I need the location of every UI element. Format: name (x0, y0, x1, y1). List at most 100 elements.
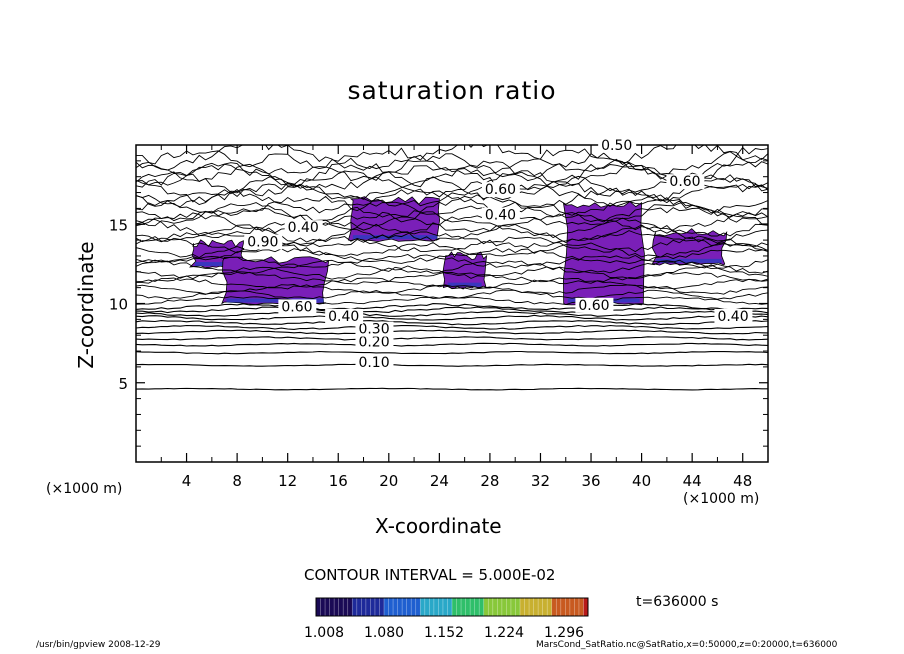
y-tick-label: 15 (109, 216, 128, 234)
colorbar-swatch (578, 598, 584, 616)
x-tick-label: 4 (182, 472, 192, 490)
contour-label-bg (325, 308, 364, 324)
contour-line (136, 271, 768, 285)
contour-label-bg (355, 354, 394, 370)
colorbar-swatch (479, 598, 485, 616)
colorbar-swatch (461, 598, 467, 616)
x-tick-label: 24 (430, 472, 449, 490)
colorbar-swatch (447, 598, 453, 616)
colorbar-swatch (547, 598, 553, 616)
colorbar-swatch (320, 598, 326, 616)
contour-line (136, 163, 768, 193)
contour-line (136, 211, 768, 234)
colorbar-swatch (325, 598, 331, 616)
contour-label-bg (575, 297, 614, 313)
colorbar-swatch (456, 598, 462, 616)
colorbar-swatch (452, 598, 458, 616)
x-tick-label: 44 (683, 472, 702, 490)
colorbar-swatch (397, 598, 403, 616)
y-tick-label: 5 (118, 375, 128, 393)
colorbar-tick-label: 1.296 (544, 625, 584, 641)
colorbar-swatch (438, 598, 444, 616)
contour-line (136, 324, 768, 330)
colorbar-swatch (538, 598, 544, 616)
contour-line (136, 329, 768, 335)
contour-label-bg (666, 174, 705, 190)
contour-line (136, 254, 768, 269)
footer-right: MarsCond_SatRatio.nc@SatRatio,x=0:50000,… (536, 640, 838, 650)
x-unit-left: (×1000 m) (46, 481, 123, 497)
contour-label: 0.50 (601, 138, 632, 154)
region-gradient (656, 258, 722, 263)
contour-label-bg (355, 321, 394, 337)
colorbar-swatch (420, 598, 426, 616)
contour-line (136, 320, 768, 326)
colorbar-swatch (510, 598, 516, 616)
colorbar-swatch (370, 598, 376, 616)
colorbar-swatch (388, 598, 394, 616)
colorbar-swatch (515, 598, 521, 616)
colorbar-tick-label: 1.224 (484, 625, 524, 641)
contour-label: 0.40 (288, 220, 319, 236)
region-gradient (194, 262, 242, 267)
contour-label: 0.60 (281, 299, 312, 315)
colorbar-swatch (501, 598, 507, 616)
x-tick-label: 48 (733, 472, 752, 490)
colorbar-swatch (406, 598, 412, 616)
colorbar-swatch (343, 598, 349, 616)
colorbar-swatch (474, 598, 480, 616)
colorbar-frame (315, 597, 589, 617)
contour-label: 0.90 (247, 234, 278, 250)
colorbar-swatch (551, 598, 557, 616)
contour-label-bg (481, 182, 520, 198)
contour-line (136, 205, 768, 228)
contour-lines (136, 145, 768, 391)
x-tick-label: 28 (480, 472, 499, 490)
x-unit-right: (×1000 m) (683, 491, 760, 507)
contour-line (136, 217, 768, 239)
colorbar-swatch (424, 598, 430, 616)
colorbar-swatch (569, 598, 575, 616)
x-tick-label: 20 (379, 472, 398, 490)
contour-line (136, 247, 768, 264)
contour-line (136, 277, 768, 290)
x-axis-label: X-coordinate (375, 514, 502, 538)
contour-label: 0.60 (669, 174, 700, 190)
contour-line (136, 350, 768, 355)
colorbar-swatch (583, 598, 589, 616)
contour-label: 0.10 (358, 355, 389, 371)
contour-label-bg (278, 299, 317, 315)
colorbar-swatch (379, 598, 385, 616)
colorbar-swatch (347, 598, 353, 616)
colorbar-swatch (338, 598, 344, 616)
colorbar-swatch (393, 598, 399, 616)
contour-line (136, 310, 768, 317)
colorbar-swatch (556, 598, 562, 616)
colorbar-swatch (356, 598, 362, 616)
colorbar-swatch (329, 598, 335, 616)
colorbar-swatch (560, 598, 566, 616)
contour-label: 0.40 (328, 309, 359, 325)
contour-line (136, 175, 768, 203)
colorbar-swatch (316, 598, 322, 616)
contour-line (136, 387, 768, 391)
y-tick-label: 10 (109, 296, 128, 314)
x-tick-label: 12 (278, 472, 297, 490)
colorbar-swatch (565, 598, 571, 616)
time-label: t=636000 s (636, 594, 719, 610)
x-tick-label: 36 (581, 472, 600, 490)
colorbar-swatch (533, 598, 539, 616)
contour-line (136, 303, 768, 311)
colorbar-swatch (520, 598, 526, 616)
colorbar-swatch (374, 598, 380, 616)
colorbar-tick-label: 1.008 (304, 625, 344, 641)
colorbar-swatch (470, 598, 476, 616)
colorbar-swatch (361, 598, 367, 616)
contour-label: 0.40 (485, 207, 516, 223)
colorbar-swatch (529, 598, 535, 616)
colorbar-swatch (542, 598, 548, 616)
colorbar-swatch (334, 598, 340, 616)
contour-label: 0.40 (717, 309, 748, 325)
colorbar-swatch (497, 598, 503, 616)
